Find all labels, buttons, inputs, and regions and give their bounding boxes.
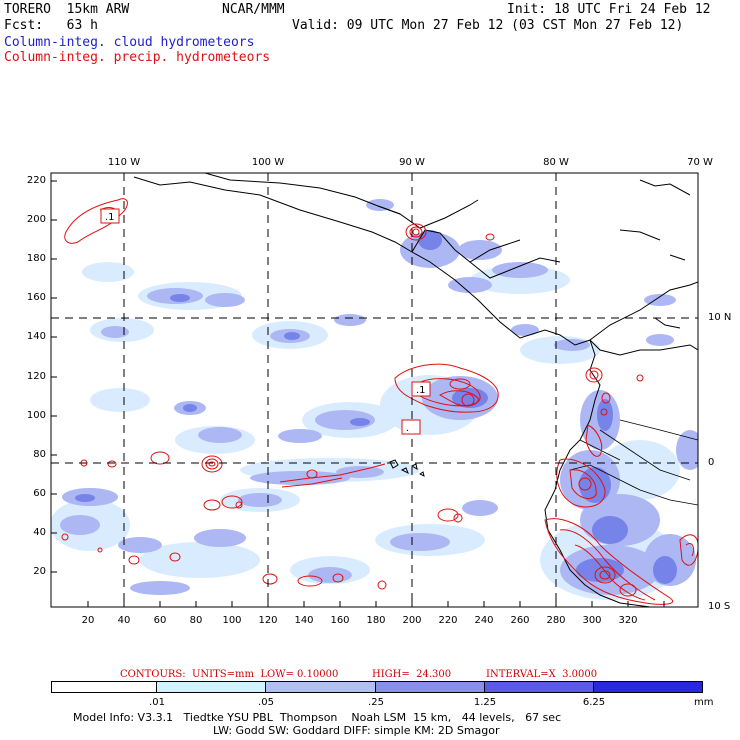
y-grid-label: 200 [26,214,46,225]
model-info: Model Info: V3.3.1 Tiedtke YSU PBL Thomp… [73,711,562,724]
lat-label: 10 N [708,312,732,323]
colorbar-label: 1.25 [473,697,497,708]
x-grid-label: 300 [582,615,602,626]
x-grid-label: 20 [81,615,95,626]
y-grid-label: 220 [26,175,46,186]
contour-label: . [406,423,409,434]
colorbar-label: .05 [258,697,274,708]
colorbar-bin [265,681,376,693]
colorbar-bin [156,681,266,693]
contour-high: HIGH= 24.300 [372,669,452,680]
y-grid-label: 80 [33,449,46,460]
colorbar-bin [593,681,703,693]
colorbar-unit: mm [694,697,714,708]
model-title: TORERO 15km ARW [4,2,130,17]
map-frame [50,172,699,608]
legend-cloud: Column-integ. cloud hydrometeors [4,35,255,50]
lon-label: 110 W [107,157,141,168]
x-grid-label: 260 [510,615,530,626]
model-physics: LW: Godd SW: Goddard DIFF: simple KM: 2D… [213,724,500,737]
colorbar-label: 6.25 [582,697,606,708]
contour-label-boxes [100,208,431,435]
contour-label: .1 [416,385,426,396]
x-grid-label: 240 [474,615,494,626]
y-grid-label: 120 [26,371,46,382]
x-grid-label: 160 [330,615,350,626]
x-grid-label: 120 [258,615,278,626]
contour-label: .1 [105,212,115,223]
x-grid-label: 140 [294,615,314,626]
legend-precip: Column-integ. precip. hydrometeors [4,50,271,65]
lat-label: 10 S [708,601,731,612]
x-grid-label: 180 [366,615,386,626]
contour-units: CONTOURS: UNITS=mm LOW= 0.10000 [120,669,339,680]
x-grid-label: 280 [546,615,566,626]
cloud-field [51,199,698,600]
contour-interval: INTERVAL=X 3.0000 [486,669,598,680]
axis-ticks [51,180,665,607]
lon-label: 80 W [543,157,569,168]
org-label: NCAR/MMM [222,2,285,17]
colorbar-label: .25 [368,697,384,708]
colorbar-bin [484,681,594,693]
y-grid-label: 140 [26,331,46,342]
y-grid-label: 180 [26,253,46,264]
x-grid-label: 60 [153,615,167,626]
lon-label: 70 W [687,157,713,168]
colorbar-bin [375,681,485,693]
init-time: Init: 18 UTC Fri 24 Feb 12 [507,2,711,17]
y-grid-label: 20 [33,566,46,577]
x-grid-label: 220 [438,615,458,626]
valid-time: Valid: 09 UTC Mon 27 Feb 12 (03 CST Mon … [292,18,684,33]
y-grid-label: 60 [33,488,46,499]
y-grid-label: 160 [26,292,46,303]
colorbar-label: .01 [149,697,165,708]
y-grid-label: 100 [26,410,46,421]
x-grid-label: 40 [117,615,131,626]
x-grid-label: 100 [222,615,242,626]
precip-contours [61,198,698,605]
x-grid-label: 200 [402,615,422,626]
x-grid-label: 80 [189,615,203,626]
colorbar-bin [51,681,157,693]
lon-label: 90 W [399,157,425,168]
y-grid-label: 40 [33,527,46,538]
forecast-hour: Fcst: 63 h [4,18,98,33]
lon-label: 100 W [251,157,285,168]
lat-label: 0 [708,457,715,468]
x-grid-label: 320 [618,615,638,626]
